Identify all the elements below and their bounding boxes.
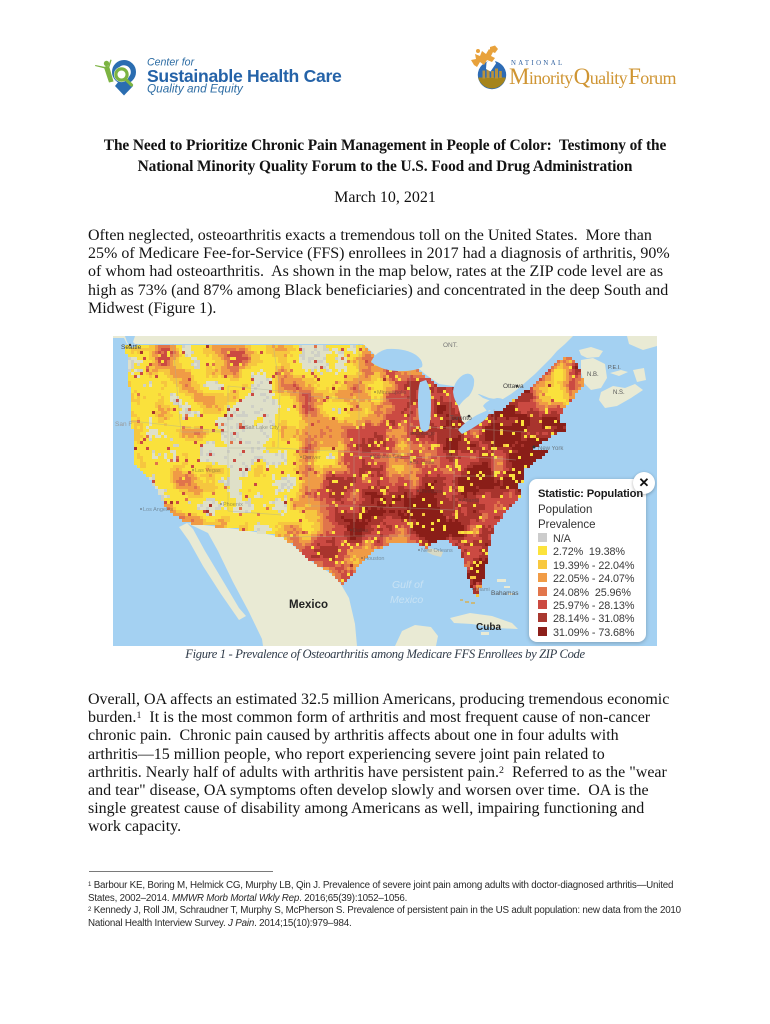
svg-text:New Orleans: New Orleans xyxy=(421,548,453,554)
svg-text:P.E.I.: P.E.I. xyxy=(608,365,621,371)
svg-text:N.B.: N.B. xyxy=(587,372,599,378)
svg-text:Minneapolis: Minneapolis xyxy=(377,390,407,396)
svg-text:Salt Lake City: Salt Lake City xyxy=(245,425,279,431)
svg-text:NATIONAL: NATIONAL xyxy=(511,60,565,67)
svg-text:MinorityQualityForum: MinorityQualityForum xyxy=(509,64,676,89)
svg-text:Memphis: Memphis xyxy=(420,489,443,495)
svg-text:Denver: Denver xyxy=(303,455,321,461)
svg-text:Los Angeles: Los Angeles xyxy=(143,507,173,513)
svg-text:Seattle: Seattle xyxy=(121,344,142,351)
svg-text:St. Louis: St. Louis xyxy=(413,460,435,466)
svg-text:Chicago: Chicago xyxy=(415,431,435,437)
svg-text:Bahamas: Bahamas xyxy=(491,590,519,597)
svg-text:Cuba: Cuba xyxy=(476,622,501,633)
svg-text:ONT.: ONT. xyxy=(443,342,458,349)
svg-text:San F: San F xyxy=(115,421,132,428)
svg-text:Kansas City: Kansas City xyxy=(373,454,403,460)
svg-text:Ottawa: Ottawa xyxy=(503,383,524,390)
svg-text:New York: New York xyxy=(538,446,564,452)
svg-text:Center for: Center for xyxy=(147,57,195,69)
svg-text:Toronto: Toronto xyxy=(450,415,472,422)
svg-text:Atlanta: Atlanta xyxy=(462,498,480,504)
svg-text:Quality and Equity: Quality and Equity xyxy=(147,82,244,96)
svg-text:Sustainable Health Care: Sustainable Health Care xyxy=(147,66,342,86)
svg-text:Mexico: Mexico xyxy=(289,599,328,611)
svg-text:Mexico: Mexico xyxy=(390,594,423,606)
svg-text:N.S.: N.S. xyxy=(613,390,625,396)
svg-text:Houston: Houston xyxy=(364,556,385,562)
svg-text:Miami: Miami xyxy=(475,587,490,593)
svg-text:Phoenix: Phoenix xyxy=(223,502,243,508)
svg-text:Dallas: Dallas xyxy=(353,528,369,534)
svg-text:Las Vegas: Las Vegas xyxy=(195,468,221,474)
svg-text:Gulf of: Gulf of xyxy=(392,579,424,591)
